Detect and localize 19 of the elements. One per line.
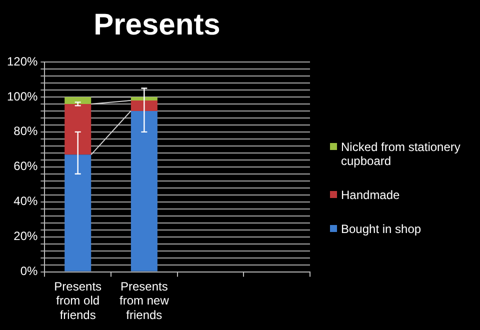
bar xyxy=(130,96,158,100)
y-tick-label: 120% xyxy=(6,54,38,68)
y-tick-label: 100% xyxy=(6,89,38,104)
x-tick-label: Presents from old friends xyxy=(54,279,102,322)
bar xyxy=(64,104,92,155)
y-tick-label: 40% xyxy=(14,194,38,208)
legend-label: Handmade xyxy=(341,188,400,202)
y-tick-label: 80% xyxy=(14,124,38,138)
x-tick-label: Presents from new friends xyxy=(120,279,170,322)
legend-label: Nicked from stationery cupboard xyxy=(341,140,462,168)
bar xyxy=(64,96,92,104)
legend-label: Bought in shop xyxy=(341,222,422,236)
bar xyxy=(130,110,158,272)
y-tick-label: 20% xyxy=(14,229,38,244)
y-tick-label: 0% xyxy=(20,264,38,278)
chart-title: Presents xyxy=(94,8,220,42)
bar xyxy=(130,100,158,111)
y-tick-label: 60% xyxy=(14,159,38,174)
bar xyxy=(64,154,92,272)
